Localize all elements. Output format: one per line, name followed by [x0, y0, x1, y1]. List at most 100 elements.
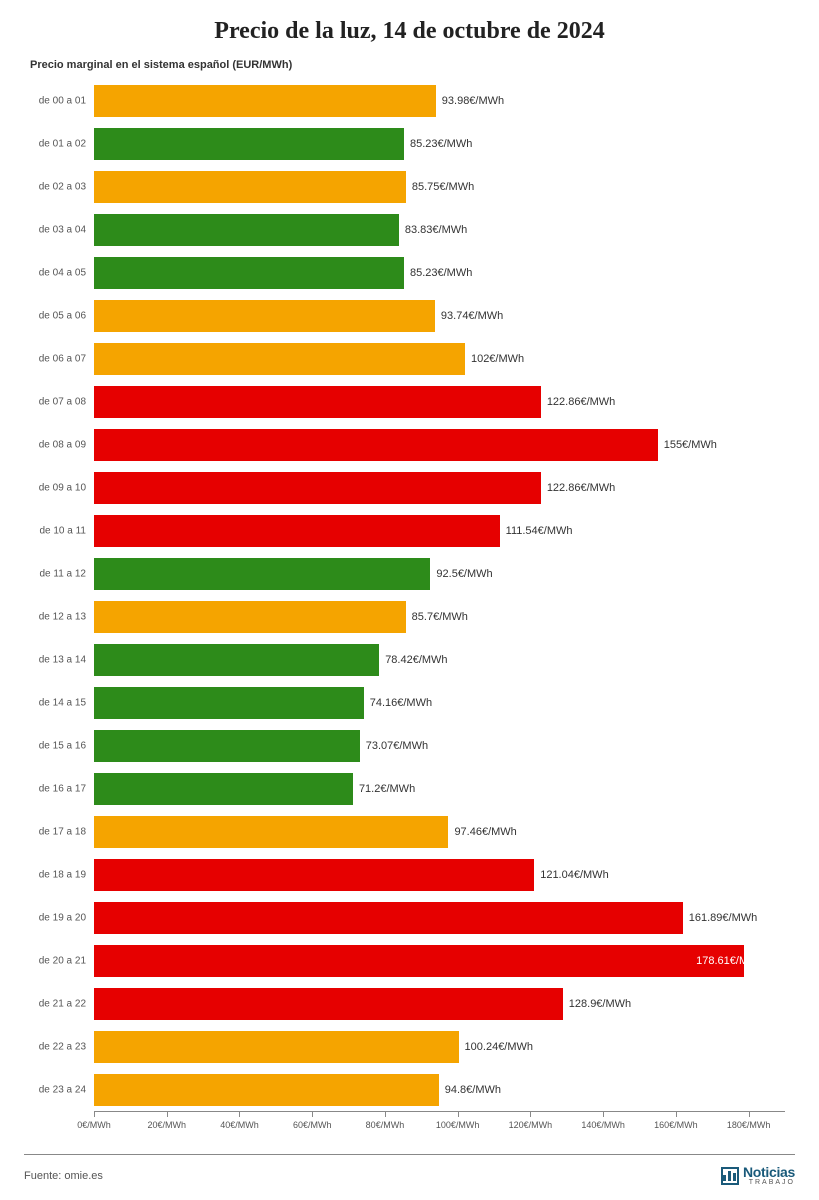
bar-value-label: 83.83€/MWh [405, 224, 467, 236]
bar-value-label: 102€/MWh [471, 353, 524, 365]
footer: Fuente: omie.es Noticias TRABAJO [24, 1154, 795, 1186]
bar [94, 816, 448, 848]
bar [94, 128, 404, 160]
x-tick [458, 1112, 459, 1117]
bar [94, 257, 404, 289]
bar-row: 71.2€/MWh [94, 773, 785, 805]
y-axis-label: de 11 a 12 [39, 569, 86, 580]
bar-row: 94.8€/MWh [94, 1074, 785, 1106]
bar-row: 85.75€/MWh [94, 171, 785, 203]
bar [94, 171, 406, 203]
bar [94, 902, 683, 934]
y-axis-label: de 18 a 19 [39, 870, 86, 881]
y-axis-label: de 09 a 10 [39, 483, 86, 494]
bar [94, 601, 406, 633]
logo-bars-icon [721, 1167, 739, 1185]
bar-row: 74.16€/MWh [94, 687, 785, 719]
x-tick-label: 20€/MWh [147, 1120, 186, 1130]
y-axis-label: de 03 a 04 [39, 225, 86, 236]
bar [94, 386, 541, 418]
bar [94, 644, 379, 676]
bar [94, 945, 744, 977]
bar-row: 100.24€/MWh [94, 1031, 785, 1063]
x-tick-label: 80€/MWh [366, 1120, 405, 1130]
bar [94, 687, 364, 719]
bar [94, 859, 534, 891]
bar-value-label: 78.42€/MWh [385, 654, 447, 666]
bar-value-label: 85.7€/MWh [412, 611, 468, 623]
y-axis-label: de 15 a 16 [39, 741, 86, 752]
bar-value-label: 85.23€/MWh [410, 267, 472, 279]
bar [94, 343, 465, 375]
y-axis-label: de 21 a 22 [39, 999, 86, 1010]
x-tick-label: 180€/MWh [727, 1120, 771, 1130]
bar-value-label: 178.61€/MWh [696, 955, 737, 967]
y-axis-label: de 02 a 03 [39, 182, 86, 193]
bar-row: 155€/MWh [94, 429, 785, 461]
bar-value-label: 74.16€/MWh [370, 697, 432, 709]
publisher-logo: Noticias TRABAJO [721, 1165, 795, 1186]
bar-row: 83.83€/MWh [94, 214, 785, 246]
x-tick-label: 140€/MWh [581, 1120, 625, 1130]
y-axis-label: de 08 a 09 [39, 440, 86, 451]
bar [94, 85, 436, 117]
bar-row: 93.74€/MWh [94, 300, 785, 332]
y-axis: de 00 a 01de 01 a 02de 02 a 03de 03 a 04… [24, 79, 90, 1111]
x-tick [239, 1112, 240, 1117]
bar [94, 1074, 439, 1106]
bar-row: 85.23€/MWh [94, 128, 785, 160]
x-tick-label: 0€/MWh [77, 1120, 111, 1130]
y-axis-label: de 22 a 23 [39, 1042, 86, 1053]
logo-main-text: Noticias [743, 1165, 795, 1179]
x-axis: 0€/MWh20€/MWh40€/MWh60€/MWh80€/MWh100€/M… [94, 1111, 785, 1141]
bar-value-label: 71.2€/MWh [359, 783, 415, 795]
bar [94, 214, 399, 246]
y-axis-label: de 13 a 14 [39, 655, 86, 666]
bar-row: 122.86€/MWh [94, 386, 785, 418]
bar [94, 558, 430, 590]
x-tick-label: 100€/MWh [436, 1120, 480, 1130]
bar-value-label: 85.75€/MWh [412, 181, 474, 193]
chart-subtitle: Precio marginal en el sistema español (E… [30, 59, 795, 71]
bar-row: 97.46€/MWh [94, 816, 785, 848]
bar-row: 85.23€/MWh [94, 257, 785, 289]
x-tick-label: 160€/MWh [654, 1120, 698, 1130]
y-axis-label: de 10 a 11 [39, 526, 86, 537]
y-axis-label: de 23 a 24 [39, 1085, 86, 1096]
x-tick [385, 1112, 386, 1117]
bar-value-label: 128.9€/MWh [569, 998, 631, 1010]
bar-row: 161.89€/MWh [94, 902, 785, 934]
y-axis-label: de 07 a 08 [39, 397, 86, 408]
bar-row: 102€/MWh [94, 343, 785, 375]
bar-value-label: 161.89€/MWh [689, 912, 757, 924]
bar-value-label: 100.24€/MWh [465, 1041, 533, 1053]
x-tick [94, 1112, 95, 1117]
bar [94, 988, 563, 1020]
x-tick [312, 1112, 313, 1117]
bar [94, 773, 353, 805]
y-axis-label: de 20 a 21 [39, 956, 86, 967]
bar-value-label: 122.86€/MWh [547, 482, 615, 494]
bar-row: 178.61€/MWh [94, 945, 785, 977]
bar-row: 128.9€/MWh [94, 988, 785, 1020]
source-text: Fuente: omie.es [24, 1170, 103, 1182]
bar [94, 730, 360, 762]
y-axis-label: de 12 a 13 [39, 612, 86, 623]
bar-value-label: 93.74€/MWh [441, 310, 503, 322]
bar [94, 1031, 459, 1063]
plot-area: 93.98€/MWh 85.23€/MWh 85.75€/MWh 83.83€/MWh… [94, 79, 785, 1111]
x-tick-label: 120€/MWh [509, 1120, 553, 1130]
bar-row: 78.42€/MWh [94, 644, 785, 676]
bar-row: 93.98€/MWh [94, 85, 785, 117]
x-tick [530, 1112, 531, 1117]
bar [94, 429, 658, 461]
chart-title: Precio de la luz, 14 de octubre de 2024 [24, 18, 795, 45]
x-tick-label: 60€/MWh [293, 1120, 332, 1130]
y-axis-label: de 06 a 07 [39, 354, 86, 365]
bar-value-label: 97.46€/MWh [454, 826, 516, 838]
y-axis-label: de 04 a 05 [39, 268, 86, 279]
y-axis-label: de 01 a 02 [39, 139, 86, 150]
logo-sub-text: TRABAJO [743, 1179, 795, 1186]
x-tick-label: 40€/MWh [220, 1120, 259, 1130]
bar-row: 121.04€/MWh [94, 859, 785, 891]
